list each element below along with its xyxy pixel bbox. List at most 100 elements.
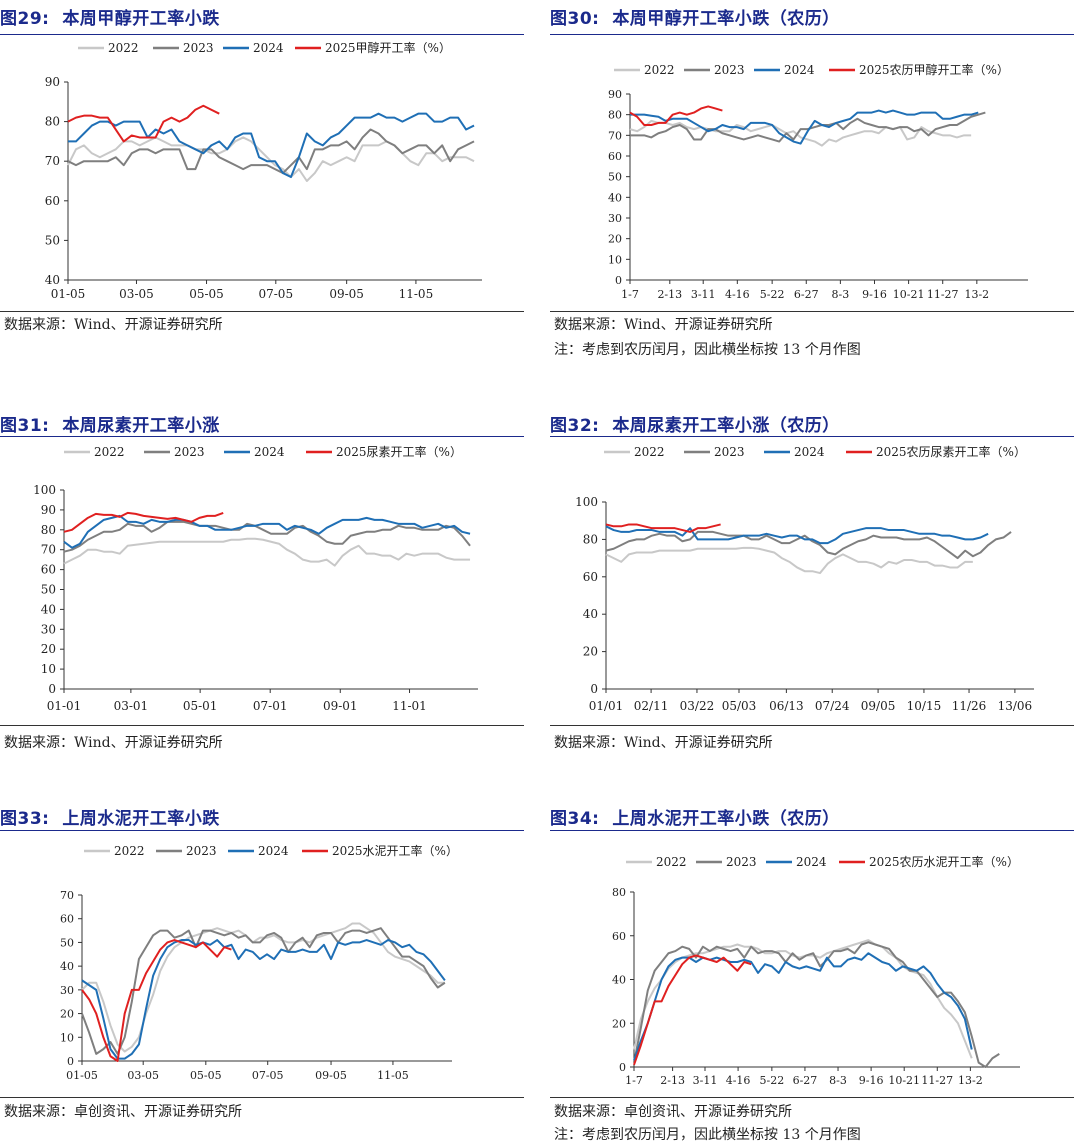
series-line-2024 xyxy=(605,525,989,545)
y-tick-label: 20 xyxy=(583,645,598,659)
series-line-2024 xyxy=(68,112,475,179)
title-rule xyxy=(550,830,1074,831)
source-text: 数据来源：Wind、开源证券研究所 xyxy=(4,317,223,333)
y-tick-label: 100 xyxy=(575,495,598,509)
y-tick-label: 60 xyxy=(583,570,598,584)
series-line-2023 xyxy=(81,927,446,1055)
title-rule xyxy=(0,34,524,35)
series-line-2022 xyxy=(605,546,973,575)
x-tick-label: 11-05 xyxy=(399,287,434,301)
note-text: 注：考虑到农历闰月，因此横坐标按 13 个月作图 xyxy=(554,342,861,358)
x-tick-label: 03-05 xyxy=(127,1069,159,1082)
y-tick-label: 20 xyxy=(612,1017,626,1030)
legend-label: 2024 xyxy=(794,445,825,459)
x-tick-label: 11-27 xyxy=(927,288,959,301)
figure-title: 图34: 上周水泥开工率小跌（农历） xyxy=(550,809,840,829)
y-tick-label: 10 xyxy=(41,662,56,676)
series-line-2025 xyxy=(605,523,721,533)
source-text: 数据来源：Wind、开源证券研究所 xyxy=(4,735,223,751)
legend-label: 2023 xyxy=(726,855,757,869)
y-tick-label: 60 xyxy=(45,194,60,208)
legend-label: 2025水泥开工率（%） xyxy=(332,843,458,858)
legend-label: 2024 xyxy=(253,41,284,55)
x-tick-label: 3-11 xyxy=(691,288,716,301)
y-tick-label: 30 xyxy=(608,212,622,225)
y-tick-label: 80 xyxy=(612,886,626,899)
x-tick-label: 03-01 xyxy=(114,699,149,713)
source-text: 数据来源：Wind、开源证券研究所 xyxy=(554,735,773,751)
y-tick-label: 90 xyxy=(41,503,56,517)
source-text: 数据来源：卓创资讯、开源证券研究所 xyxy=(554,1104,792,1120)
series-line-2024 xyxy=(633,952,973,1061)
y-tick-label: 30 xyxy=(60,984,74,997)
legend-label: 2025甲醇开工率（%） xyxy=(325,40,451,55)
y-tick-label: 20 xyxy=(608,233,622,246)
series-line-2023 xyxy=(67,128,475,175)
series-line-2025 xyxy=(633,954,752,1066)
x-tick-label: 01-05 xyxy=(51,287,86,301)
y-tick-label: 70 xyxy=(608,129,622,142)
x-tick-label: 03/22 xyxy=(680,699,715,713)
figure-panel-30: 图30: 本周甲醇开工率小跌（农历） 0 10 20 30 40 50 60 70 80 90 1-… xyxy=(550,0,1074,365)
x-tick-label: 01/01 xyxy=(589,699,624,713)
source-rule xyxy=(550,725,1074,726)
y-tick-label: 0 xyxy=(615,274,622,287)
series-line-2023 xyxy=(63,520,471,553)
series-line-2025 xyxy=(63,511,224,533)
x-tick-label: 01-01 xyxy=(47,699,82,713)
y-tick-label: 40 xyxy=(41,602,56,616)
y-tick-label: 90 xyxy=(45,75,60,89)
x-tick-label: 07/24 xyxy=(815,699,850,713)
legend-label: 2025农历尿素开工率（%） xyxy=(876,444,1026,459)
series-line-2024 xyxy=(630,109,979,145)
x-tick-label: 05-05 xyxy=(189,287,224,301)
x-tick-label: 09-01 xyxy=(323,699,358,713)
x-tick-label: 13/06 xyxy=(998,699,1033,713)
figure-title: 图29: 本周甲醇开工率小跌 xyxy=(0,9,220,29)
title-rule xyxy=(0,830,524,831)
series-line-2024 xyxy=(81,939,446,1060)
x-tick-label: 5-22 xyxy=(760,288,785,301)
x-tick-label: 8-3 xyxy=(829,1074,847,1087)
legend-label: 2023 xyxy=(174,445,205,459)
y-tick-label: 40 xyxy=(612,974,626,987)
y-tick-label: 40 xyxy=(45,273,60,287)
x-tick-label: 11-01 xyxy=(392,699,427,713)
x-tick-label: 11-05 xyxy=(377,1069,409,1082)
y-tick-label: 40 xyxy=(583,607,598,621)
legend-label: 2023 xyxy=(183,41,214,55)
x-tick-label: 10/15 xyxy=(907,699,942,713)
y-tick-label: 90 xyxy=(608,88,622,101)
title-rule xyxy=(550,436,1074,437)
y-tick-label: 80 xyxy=(41,523,56,537)
y-tick-label: 20 xyxy=(60,1008,74,1021)
x-tick-label: 10-21 xyxy=(888,1074,920,1087)
y-tick-label: 70 xyxy=(45,154,60,168)
figure-panel-32: 图32: 本周尿素开工率小涨（农历） 0 20 40 60 80 100 01/01 02/1… xyxy=(550,407,1074,752)
y-tick-label: 60 xyxy=(612,930,626,943)
y-tick-label: 10 xyxy=(608,253,622,266)
x-tick-label: 2-13 xyxy=(657,288,682,301)
figure-panel-29: 图29: 本周甲醇开工率小跌 40 50 60 70 80 90 01-05 03-05 05-… xyxy=(0,0,524,340)
y-tick-label: 0 xyxy=(619,1061,626,1074)
y-tick-label: 20 xyxy=(41,642,56,656)
legend-label: 2024 xyxy=(258,844,289,858)
figure-panel-31: 图31: 本周尿素开工率小涨 0 10 20 30 40 50 60 70 80 90 100 01-… xyxy=(0,407,524,752)
x-tick-label: 6-27 xyxy=(793,1074,818,1087)
legend-label: 2022 xyxy=(94,445,125,459)
source-rule xyxy=(0,725,524,726)
x-tick-label: 05-05 xyxy=(190,1069,222,1082)
legend-label: 2025农历甲醇开工率（%） xyxy=(859,62,1009,77)
source-rule xyxy=(550,1097,1074,1098)
x-tick-label: 6-27 xyxy=(794,288,819,301)
y-tick-label: 0 xyxy=(590,682,598,696)
y-tick-label: 0 xyxy=(48,682,56,696)
figure-title: 图30: 本周甲醇开工率小跌（农历） xyxy=(550,9,840,29)
y-tick-label: 80 xyxy=(583,532,598,546)
methanol-utilization-chart: 40 50 60 70 80 90 01-05 03-05 05-05 07-05 09-05 11-… xyxy=(45,40,482,301)
x-tick-label: 11/26 xyxy=(952,699,987,713)
x-tick-label: 06/13 xyxy=(769,699,804,713)
x-tick-label: 09-05 xyxy=(315,1069,347,1082)
x-tick-label: 11-27 xyxy=(921,1074,953,1087)
x-tick-label: 09/05 xyxy=(861,699,896,713)
